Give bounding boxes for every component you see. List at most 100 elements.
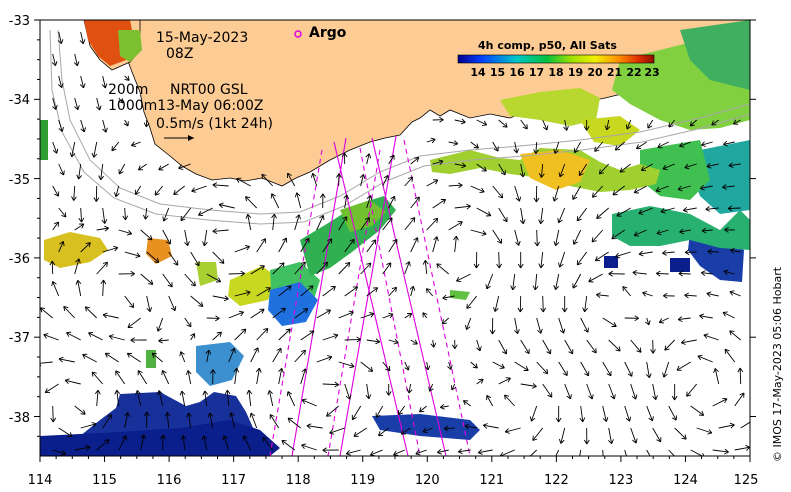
current-arrow bbox=[118, 435, 127, 451]
current-arrow-head bbox=[702, 453, 705, 456]
current-arrow-head bbox=[124, 75, 130, 81]
current-arrow-head bbox=[576, 260, 582, 266]
current-arrow bbox=[553, 185, 560, 202]
current-arrow-head bbox=[118, 169, 124, 175]
current-arrow-head bbox=[154, 190, 160, 196]
current-arrow bbox=[520, 119, 528, 130]
current-arrow bbox=[572, 185, 582, 200]
current-arrow-head bbox=[478, 378, 484, 384]
current-arrow bbox=[404, 361, 410, 371]
current-arrow bbox=[96, 390, 99, 407]
current-arrow bbox=[300, 285, 314, 297]
current-arrow bbox=[663, 361, 670, 378]
current-arrow-head bbox=[309, 330, 315, 336]
current-arrow-head bbox=[356, 336, 361, 343]
current-arrow-head bbox=[464, 423, 470, 430]
current-arrow-head bbox=[367, 366, 374, 372]
current-arrow-head bbox=[745, 444, 750, 451]
current-arrow bbox=[247, 214, 252, 231]
current-arrow-head bbox=[711, 120, 717, 126]
current-arrow-head bbox=[135, 390, 141, 395]
current-arrow-head bbox=[212, 182, 218, 188]
current-arrow-head bbox=[460, 118, 466, 125]
current-arrow bbox=[80, 242, 91, 253]
current-arrow-head bbox=[148, 279, 154, 285]
current-arrow-head bbox=[547, 392, 553, 398]
current-arrow-head bbox=[675, 457, 680, 462]
current-arrow-head bbox=[186, 322, 192, 328]
current-arrow bbox=[498, 207, 508, 222]
current-arrow bbox=[278, 368, 283, 385]
current-arrow bbox=[301, 444, 317, 451]
current-arrow-head bbox=[684, 249, 690, 256]
current-arrow-head bbox=[457, 221, 463, 227]
current-arrow-head bbox=[505, 377, 511, 383]
current-arrow bbox=[58, 75, 63, 88]
current-arrow-head bbox=[202, 241, 208, 247]
current-arrow bbox=[58, 207, 67, 218]
current-arrow bbox=[622, 286, 632, 297]
current-arrow-head bbox=[727, 205, 733, 212]
current-arrow-head bbox=[540, 307, 546, 313]
current-arrow bbox=[584, 295, 588, 312]
current-arrow bbox=[426, 138, 436, 143]
current-arrow-head bbox=[465, 324, 471, 330]
current-arrow bbox=[404, 261, 410, 275]
current-arrow-head bbox=[537, 328, 543, 334]
colorbar-ticks: 14 15 16 17 18 19 20 21 22 23 bbox=[470, 66, 659, 79]
current-arrow bbox=[234, 291, 251, 297]
current-arrow bbox=[375, 405, 384, 418]
current-arrow-head bbox=[205, 349, 212, 355]
current-arrow bbox=[646, 449, 651, 456]
current-arrow bbox=[422, 312, 428, 319]
current-arrow-head bbox=[104, 352, 110, 358]
current-arrow-head bbox=[230, 347, 236, 354]
current-arrow-head bbox=[353, 431, 359, 437]
current-arrow bbox=[184, 317, 192, 328]
current-arrow-head bbox=[389, 154, 395, 160]
current-arrow bbox=[300, 238, 310, 253]
current-arrow bbox=[712, 398, 728, 407]
current-arrow bbox=[624, 405, 631, 422]
current-arrow-head bbox=[615, 252, 621, 259]
current-arrow bbox=[124, 207, 126, 220]
current-arrow bbox=[596, 294, 609, 297]
current-arrow-head bbox=[626, 461, 631, 466]
current-arrow bbox=[657, 141, 669, 148]
current-arrow bbox=[124, 412, 129, 429]
current-arrow-head bbox=[645, 320, 651, 326]
current-arrow bbox=[615, 251, 631, 258]
current-arrow bbox=[555, 229, 560, 246]
lon-tick: 118 bbox=[286, 473, 311, 488]
current-arrow bbox=[410, 157, 420, 165]
current-arrow-head bbox=[422, 260, 429, 265]
current-arrow-head bbox=[532, 383, 537, 389]
current-arrow bbox=[278, 237, 287, 253]
current-arrow bbox=[451, 383, 456, 391]
current-arrow bbox=[398, 405, 406, 415]
current-arrow-head bbox=[78, 217, 85, 223]
current-arrow bbox=[52, 97, 57, 110]
current-arrow-head bbox=[397, 409, 403, 416]
lon-tick: 125 bbox=[734, 473, 759, 488]
current-arrow-head bbox=[371, 239, 377, 245]
current-arrow-head bbox=[722, 397, 728, 404]
current-arrow-head bbox=[633, 188, 639, 194]
scale-label: 0.5m/s (1kt 24h) bbox=[156, 116, 273, 132]
current-arrow bbox=[180, 351, 186, 363]
current-arrow-head bbox=[583, 439, 590, 445]
current-arrow-head bbox=[327, 355, 333, 361]
current-arrow-head bbox=[579, 417, 586, 423]
current-arrow-head bbox=[663, 292, 668, 299]
current-arrow bbox=[599, 163, 610, 175]
current-arrow bbox=[429, 383, 434, 392]
current-arrow-head bbox=[700, 270, 706, 276]
current-arrow-head bbox=[638, 250, 644, 257]
current-arrow-head bbox=[724, 448, 729, 455]
current-arrow-head bbox=[553, 241, 560, 247]
current-arrow bbox=[124, 119, 129, 127]
current-arrow bbox=[203, 435, 208, 451]
current-arrow bbox=[250, 265, 265, 275]
current-arrow bbox=[190, 333, 195, 341]
current-arrow bbox=[58, 358, 75, 363]
